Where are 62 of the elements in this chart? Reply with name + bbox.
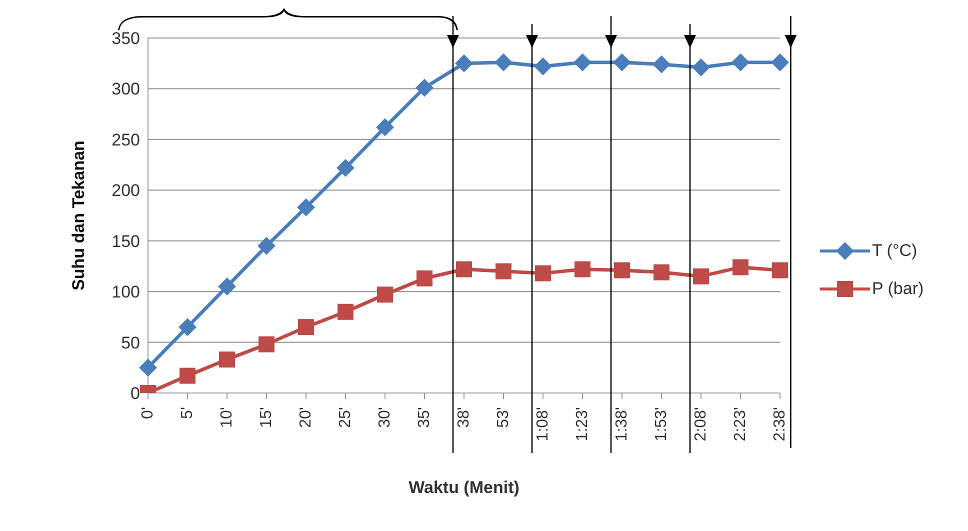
point	[574, 53, 592, 72]
x-tick-label: 0'	[140, 407, 156, 419]
point	[139, 358, 157, 377]
point	[258, 236, 276, 255]
x-tick-label: 20'	[298, 407, 314, 428]
point	[496, 263, 512, 280]
point	[178, 318, 196, 336]
x-tick-label: 53'	[495, 407, 512, 428]
x-tick-label: 5'	[179, 407, 196, 419]
point	[614, 262, 630, 278]
x-tick-label: 38'	[456, 407, 472, 428]
y-tick-label: 200	[112, 181, 140, 200]
y-tick-label: 250	[112, 130, 140, 150]
x-tick-label: 15'	[258, 407, 275, 428]
x-tick-label: 2:23'	[732, 407, 749, 442]
point	[693, 268, 709, 284]
y-tick-label: 150	[112, 232, 140, 251]
point	[574, 261, 590, 278]
x-tick-label: 25'	[337, 407, 354, 428]
point	[732, 53, 750, 72]
point	[298, 319, 314, 336]
y-tick-label: 0	[130, 384, 140, 404]
point	[336, 158, 354, 177]
x-tick-label: 1:08'	[534, 407, 552, 442]
point	[219, 352, 235, 368]
point	[771, 53, 789, 72]
x-axis-title: Waktu (Menit)	[408, 478, 520, 497]
point	[534, 57, 552, 76]
point	[455, 54, 473, 72]
point	[456, 261, 472, 278]
point	[732, 259, 748, 276]
point	[416, 270, 432, 286]
point	[180, 368, 196, 384]
y-axis-title: Suhu dan Tekanan	[69, 140, 88, 290]
x-tick-label: 2:08'	[692, 407, 710, 442]
point	[376, 118, 394, 136]
x-tick-label: 35'	[416, 407, 433, 428]
point	[652, 55, 670, 74]
y-tick-label: 300	[112, 80, 140, 99]
x-tick-label: 10'	[218, 407, 236, 428]
y-tick-label: 100	[112, 282, 140, 302]
point	[772, 262, 788, 278]
y-tick-label: 350	[112, 29, 140, 48]
x-tick-label: 1:38'	[614, 407, 630, 442]
point	[297, 198, 315, 216]
legend-label: T (°C)	[872, 241, 918, 261]
y-tick-label: 50	[121, 333, 140, 352]
point	[535, 265, 551, 282]
point	[377, 286, 393, 303]
point	[613, 53, 631, 72]
point	[416, 78, 434, 97]
x-tick-label: 1:53'	[653, 407, 670, 442]
x-tick-label: 2:38'	[772, 407, 788, 442]
legend-label: P (bar)	[872, 279, 924, 299]
x-tick-label: 30'	[376, 407, 394, 428]
point	[338, 304, 354, 320]
point	[692, 58, 710, 76]
point	[218, 278, 236, 296]
point	[494, 53, 512, 72]
x-tick-label: 1:23'	[574, 407, 591, 442]
point	[258, 336, 274, 352]
point	[654, 264, 670, 280]
